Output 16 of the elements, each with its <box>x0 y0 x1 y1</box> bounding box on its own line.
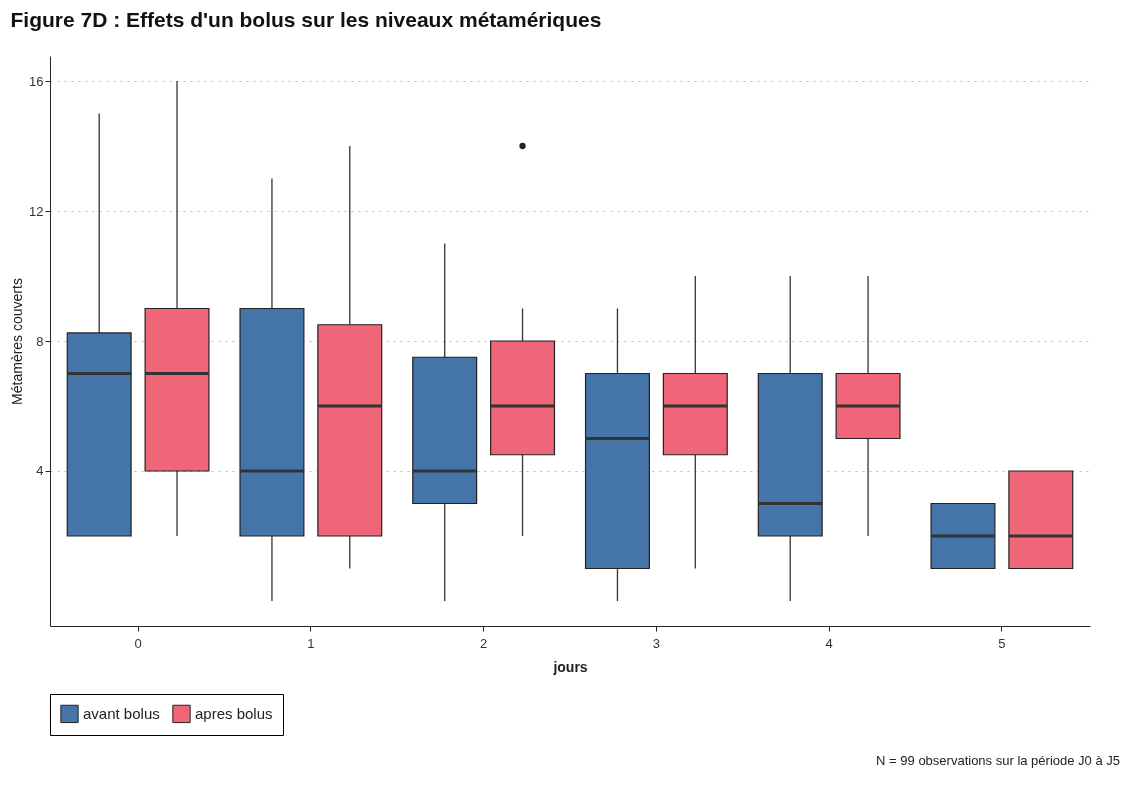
x-tick-label: 3 <box>652 635 660 651</box>
text: N = 99 observations sur la période J0 à J5 <box>875 753 1120 768</box>
x-tick-label: 0 <box>134 635 142 651</box>
x-tick-label: 2 <box>480 635 488 651</box>
y-tick-label: 16 <box>29 73 44 89</box>
legend-label: avant bolus <box>83 704 160 722</box>
chart-title: Figure 7D : Effets d'un bolus sur les niveaux métamériques <box>10 8 602 31</box>
legend-label: apres bolus <box>195 704 273 722</box>
x-tick-label: 5 <box>998 635 1006 651</box>
y-axis-title: Métamères couverts <box>9 278 26 405</box>
y-tick-label: 4 <box>36 463 44 479</box>
x-tick-label: 4 <box>825 635 833 651</box>
x-tick-label: 1 <box>307 635 315 651</box>
x-axis-title: jours <box>552 658 588 675</box>
y-tick-label: 12 <box>29 203 44 219</box>
y-tick-label: 8 <box>36 333 44 349</box>
